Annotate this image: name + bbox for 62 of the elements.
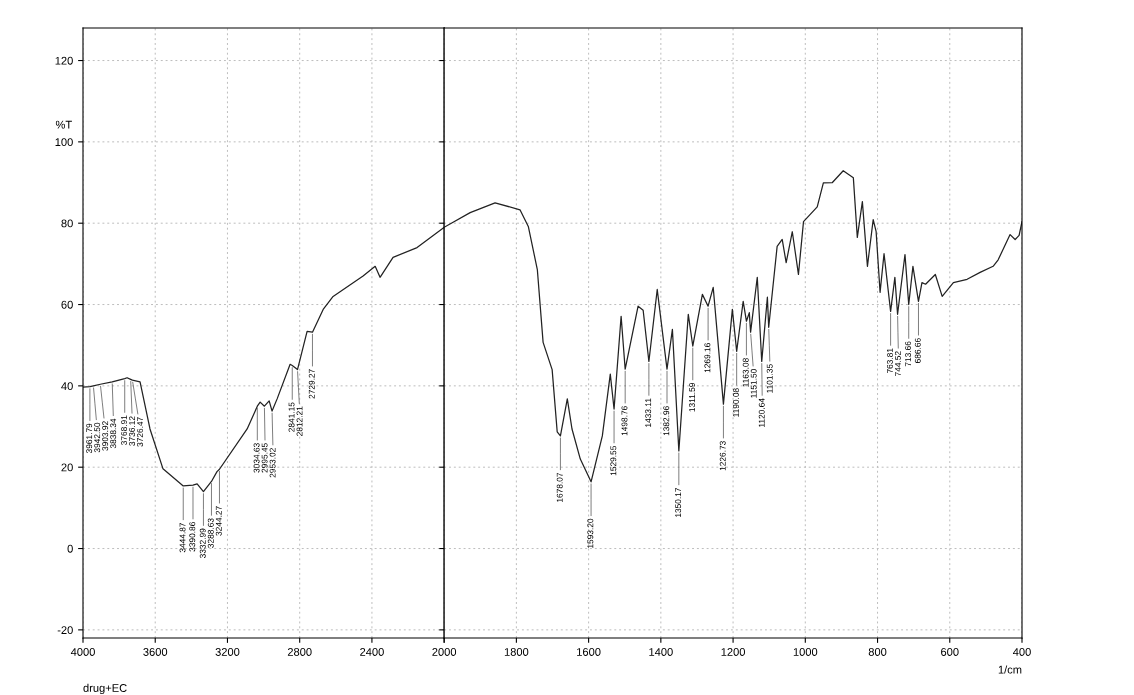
annotation: 1529.55 <box>610 445 617 476</box>
x-tick-label: 2400 <box>360 648 384 656</box>
x-tick-label: 3200 <box>215 648 240 656</box>
annotation: 1593.20 <box>587 518 594 548</box>
annotation: 3444.87 <box>179 522 186 553</box>
y-tick-label: 0 <box>67 544 73 553</box>
annotation: 763.81 <box>886 348 893 374</box>
x-tick-label: 600 <box>941 648 959 656</box>
annotation: 2841.15 <box>288 402 295 432</box>
y-tick-label: 40 <box>61 382 73 390</box>
annotation: 3034.63 <box>253 443 260 473</box>
y-tick-label: 20 <box>61 463 73 472</box>
x-tick-label: 2000 <box>432 648 457 656</box>
x-tick-label: 800 <box>868 648 887 656</box>
y-axis-title: %T <box>55 120 72 129</box>
x-tick-label: 4000 <box>70 648 95 656</box>
x-axis-title: 1/cm <box>998 665 1022 674</box>
y-tick-label: 120 <box>55 56 73 65</box>
annotation: 1163.08 <box>742 358 749 387</box>
annotation: 1269.16 <box>704 343 711 373</box>
annotation: 3903.92 <box>102 421 109 451</box>
x-tick-label: 2800 <box>287 648 312 656</box>
annotation: 1226.73 <box>719 441 726 471</box>
annotation: 3244.27 <box>215 506 222 536</box>
annotation: 1120.64 <box>758 398 765 427</box>
annotation: 2953.02 <box>269 448 276 478</box>
x-tick-label: 1800 <box>504 648 529 656</box>
annotation: 744.52 <box>894 351 901 376</box>
text: drug+EC <box>83 683 127 695</box>
x-tick-label: 1600 <box>577 648 601 656</box>
annotation: 3390.86 <box>189 522 196 552</box>
annotation: 3726.47 <box>137 417 143 447</box>
annotation: 1190.08 <box>733 388 739 417</box>
annotation: 1101.35 <box>766 364 773 393</box>
annotation: 3961.79 <box>86 423 93 454</box>
annotation: 1311.59 <box>689 383 696 412</box>
annotation: 2812.21 <box>296 406 303 436</box>
annotation: 1433.11 <box>645 398 652 427</box>
annotation: 1151.50 <box>750 369 757 398</box>
x-tick-label: 1200 <box>721 648 745 656</box>
y-tick-label: 80 <box>61 219 73 228</box>
annotation: 1382.96 <box>663 406 670 436</box>
annotation: 3768.91 <box>121 415 127 445</box>
annotation: 2729.27 <box>308 369 315 399</box>
y-tick-label: 60 <box>61 300 73 309</box>
annotation: 1350.17 <box>675 487 682 518</box>
annotation: 713.66 <box>905 341 911 367</box>
annotation: 686.66 <box>914 338 921 363</box>
x-tick-label: 400 <box>1012 648 1031 656</box>
annotation: 1498.76 <box>621 406 628 436</box>
x-tick-label: 3600 <box>143 648 168 656</box>
annotation: 3332.99 <box>199 528 206 558</box>
y-tick-label: -20 <box>57 626 73 634</box>
y-tick-label: 100 <box>55 138 73 146</box>
annotation: 3288.63 <box>207 518 214 548</box>
annotation: 3942.50 <box>94 422 101 453</box>
x-tick-label: 1400 <box>649 648 673 656</box>
x-tick-label: 1000 <box>793 648 818 656</box>
annotation: 3736.12 <box>129 416 135 446</box>
annotation: 2995.45 <box>261 443 268 473</box>
annotation: 3838.34 <box>110 418 117 449</box>
annotation: 1678.07 <box>556 472 563 502</box>
